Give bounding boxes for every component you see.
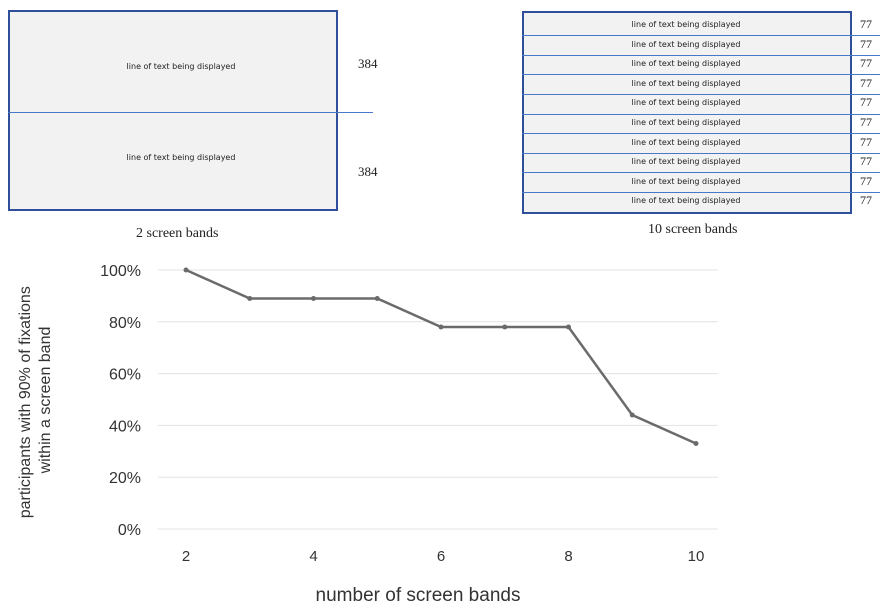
y-tick-label: 40% [109,418,141,435]
y-axis-label: participants with 90% of fixations withi… [17,282,54,519]
y-tick-label: 80% [109,315,141,332]
ten-bands-caption: 10 screen bands [648,222,738,237]
ten-bands-line-1: line of text being displayed [631,20,741,29]
data-point [374,295,380,301]
ten-bands-number-6: 77 [860,115,872,129]
two-bands-caption: 2 screen bands [136,226,219,241]
x-tick-label: 4 [309,548,317,565]
ten-bands-line-9: line of text being displayed [631,176,741,186]
ten-bands-number-2: 77 [860,36,872,51]
ten-bands-divider-2 [522,54,880,56]
y-tick-label: 0% [118,522,141,539]
ten-bands-divider-4 [522,93,880,95]
ten-bands-line-4: line of text being displayed [631,78,741,88]
x-tick-label: 10 [688,548,705,565]
ten-bands-number-8: 77 [860,154,872,169]
ten-bands-divider-5 [522,113,880,115]
ten-bands-number-9: 77 [860,173,872,188]
x-tick-label: 6 [437,548,445,565]
y-tick-label: 60% [109,367,141,384]
y-axis-label-line-1: participants with 90% of fixations [17,286,34,518]
ten-bands-divider-8 [522,172,880,174]
data-point [311,295,316,301]
two-bands-number-1: 384 [358,56,378,71]
data-point [183,267,189,273]
y-tick-label: 20% [109,470,141,487]
x-tick-label: 2 [182,548,190,565]
y-axis-label-line-2: within a screen band [37,327,54,475]
data-point [629,412,635,418]
ten-bands-line-7: line of text being displayed [631,137,741,147]
y-tick-label: 100% [100,263,141,280]
ten-bands-number-3: 77 [860,56,872,71]
series-line [185,268,697,445]
data-point [247,295,253,301]
ten-bands-number-7: 77 [860,134,872,149]
data-point [502,324,508,330]
ten-bands-screen [522,11,852,214]
ten-bands-number-1: 77 [860,17,872,31]
series-points [183,267,699,447]
ten-bands-number-5: 77 [860,95,872,110]
ten-bands-number-10: 77 [860,193,872,208]
data-point [566,324,571,330]
two-bands-number-2: 384 [358,164,378,179]
ten-bands-line-2: line of text being displayed [631,39,741,49]
chart-gridlines [158,269,718,530]
fixation-line-chart: 0% 20% 40% 60% 80% 100% 2 4 6 8 10 number of scre… [17,263,718,606]
ten-bands-divider-7 [522,152,880,154]
ten-bands-divider-9 [522,191,880,193]
x-axis-ticks: 2 4 6 8 10 [182,548,705,565]
ten-bands-divider-1 [522,35,880,37]
ten-bands-line-5: line of text being displayed [631,98,741,108]
ten-bands-line-8: line of text being displayed [631,157,741,167]
two-bands-line-1: line of text being displayed [126,62,236,71]
two-bands-divider [8,112,373,113]
ten-bands-number-4: 77 [860,75,872,90]
x-tick-label: 8 [564,548,572,565]
data-point [693,441,699,447]
two-bands-screen [8,10,338,211]
ten-bands-line-10: line of text being displayed [631,196,741,206]
x-axis-label: number of screen bands [316,585,521,606]
ten-bands-line-6: line of text being displayed [631,118,741,127]
ten-bands-line-3: line of text being displayed [631,59,741,69]
data-point [438,324,444,330]
two-bands-line-2: line of text being displayed [126,153,236,162]
y-axis-ticks: 0% 20% 40% 60% 80% 100% [100,263,141,539]
ten-bands-divider-3 [522,74,880,76]
ten-bands-divider-6 [522,133,880,135]
